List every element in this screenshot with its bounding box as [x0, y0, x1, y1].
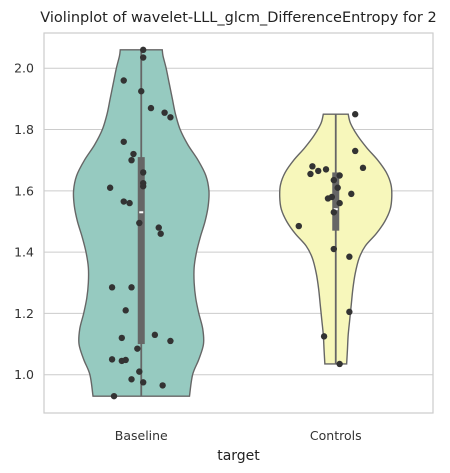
y-tick-label: 1.4: [14, 245, 34, 260]
x-tick-labels: Baseline Controls: [115, 428, 362, 443]
data-point: [309, 163, 316, 170]
data-point: [126, 199, 133, 207]
data-point: [352, 111, 359, 118]
data-point: [139, 169, 147, 176]
data-point: [128, 156, 135, 164]
data-point: [138, 88, 145, 95]
strip-points: [106, 46, 367, 400]
data-point: [336, 199, 343, 207]
plot-frame: [43, 32, 434, 414]
data-point: [161, 109, 168, 116]
x-tick-label: Controls: [310, 428, 362, 443]
data-point: [324, 195, 332, 202]
data-point: [352, 147, 359, 155]
data-point: [118, 334, 126, 342]
data-point: [155, 224, 162, 231]
data-point: [330, 209, 338, 216]
data-point: [108, 356, 116, 363]
median-marker-controls: [333, 208, 338, 211]
data-point: [110, 392, 118, 400]
data-point: [120, 77, 127, 84]
chart-title: Violinplot of wavelet-LLL_glcm_Differenc…: [40, 10, 436, 26]
data-point: [106, 184, 114, 191]
data-point: [334, 184, 341, 191]
data-point: [167, 114, 174, 121]
data-point: [122, 307, 129, 314]
y-tick-label: 2.0: [14, 61, 34, 76]
data-point: [330, 176, 338, 184]
data-point: [151, 331, 159, 339]
y-tick-label: 1.6: [14, 183, 34, 198]
data-point: [139, 54, 147, 61]
data-point: [346, 253, 353, 260]
iqr-box-controls: [332, 172, 340, 231]
data-point: [136, 219, 143, 227]
y-tick-label: 1.0: [14, 367, 34, 382]
data-point: [320, 333, 328, 340]
data-point: [336, 360, 343, 368]
data-point: [315, 167, 322, 175]
data-point: [167, 337, 174, 345]
data-point: [128, 376, 135, 383]
x-axis-label: target: [217, 448, 260, 464]
data-point: [330, 245, 338, 253]
data-point: [136, 368, 143, 375]
data-point: [147, 104, 155, 112]
data-point: [336, 172, 343, 179]
data-point: [130, 150, 137, 158]
iqr-box-baseline: [137, 157, 145, 345]
violins: [72, 49, 393, 397]
y-tick-label: 1.2: [14, 306, 34, 321]
data-point: [346, 308, 353, 316]
data-point: [157, 230, 164, 237]
data-point: [295, 222, 302, 230]
data-point: [139, 379, 147, 386]
median-marker-baseline: [139, 211, 144, 214]
data-point: [159, 382, 166, 389]
data-point: [128, 284, 135, 291]
data-point: [108, 284, 116, 291]
data-point: [139, 46, 147, 54]
data-point: [348, 190, 355, 198]
data-point: [118, 357, 126, 365]
y-tick-labels: 1.0 1.2 1.4 1.6 1.8 2.0: [14, 61, 34, 382]
data-point: [120, 198, 127, 205]
data-point: [120, 138, 127, 145]
y-tick-label: 1.8: [14, 122, 34, 137]
x-tick-label: Baseline: [115, 428, 168, 443]
data-point: [322, 166, 330, 173]
data-point: [307, 170, 314, 178]
data-point: [134, 345, 141, 352]
data-point: [359, 164, 367, 172]
data-point: [139, 183, 147, 190]
